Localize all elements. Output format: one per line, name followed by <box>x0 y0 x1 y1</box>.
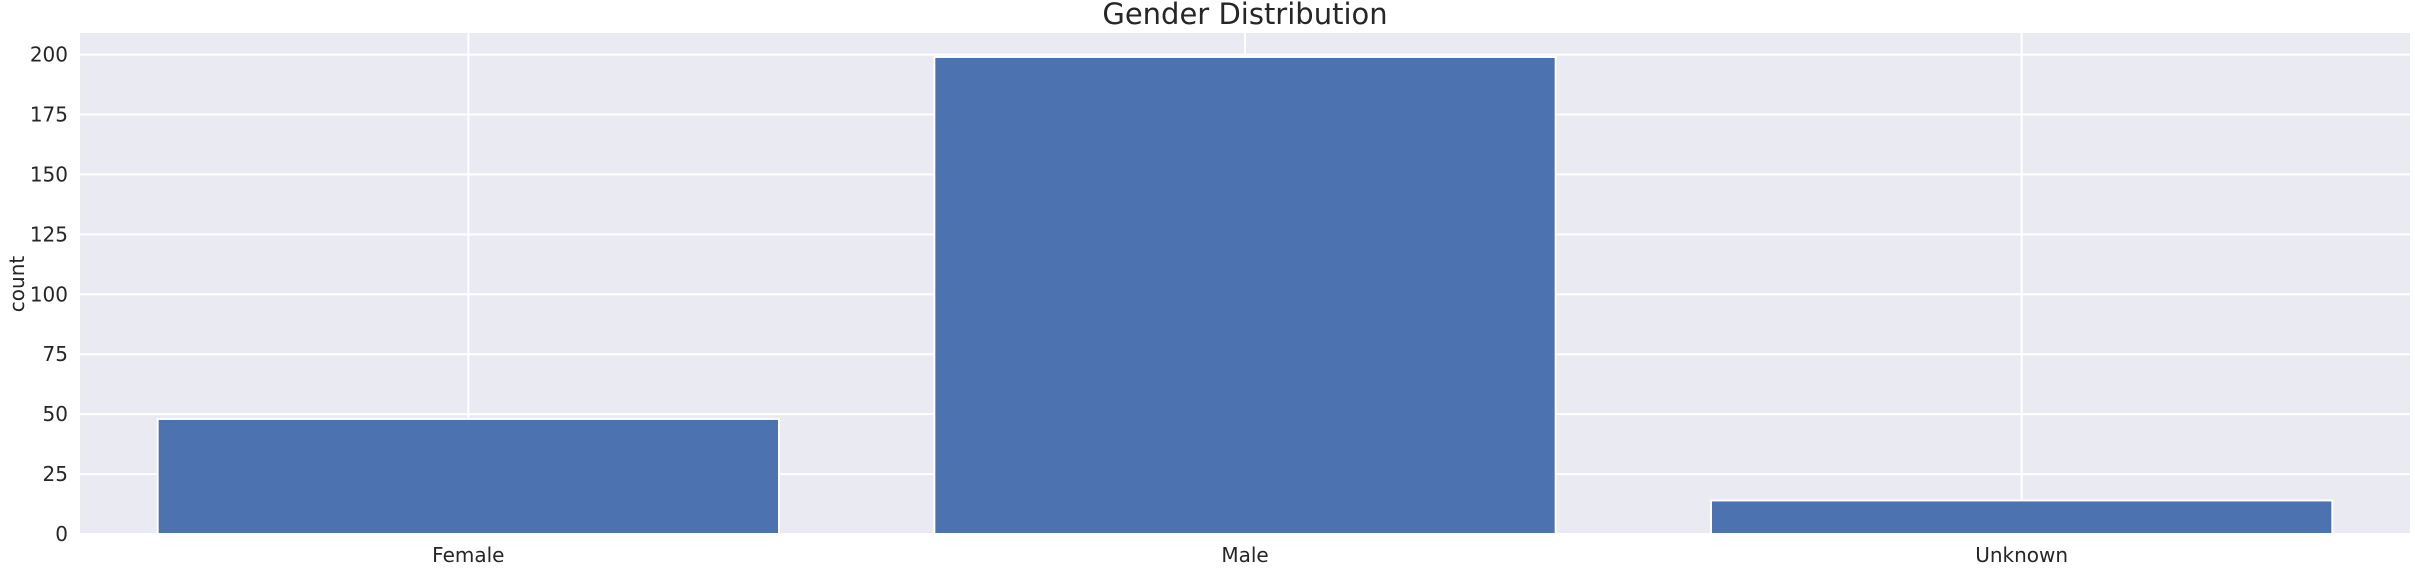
y-tick-label: 125 <box>30 222 68 246</box>
y-tick-label: 175 <box>30 103 68 127</box>
bars <box>156 55 2334 536</box>
y-axis-label: count <box>5 256 29 313</box>
y-tick-label: 100 <box>30 282 68 306</box>
x-tick-label: Unknown <box>1975 543 2068 566</box>
y-tick-label: 200 <box>30 43 68 67</box>
x-axis-ticks: Female Male Unknown <box>432 543 2068 567</box>
y-axis-ticks: 0 25 50 75 100 125 150 175 200 <box>30 43 68 546</box>
y-tick-label: 150 <box>30 162 68 186</box>
x-tick-label: Male <box>1221 543 1268 566</box>
y-tick-label: 25 <box>43 462 68 486</box>
x-tick-label: Female <box>432 543 504 566</box>
chart-title: Gender Distribution <box>1102 0 1387 31</box>
bar-female <box>156 417 780 536</box>
y-tick-label: 50 <box>43 402 68 426</box>
y-tick-label: 75 <box>43 342 68 366</box>
bar-unknown <box>1710 499 2334 535</box>
bar-male <box>933 55 1557 536</box>
y-tick-label: 0 <box>55 522 68 546</box>
